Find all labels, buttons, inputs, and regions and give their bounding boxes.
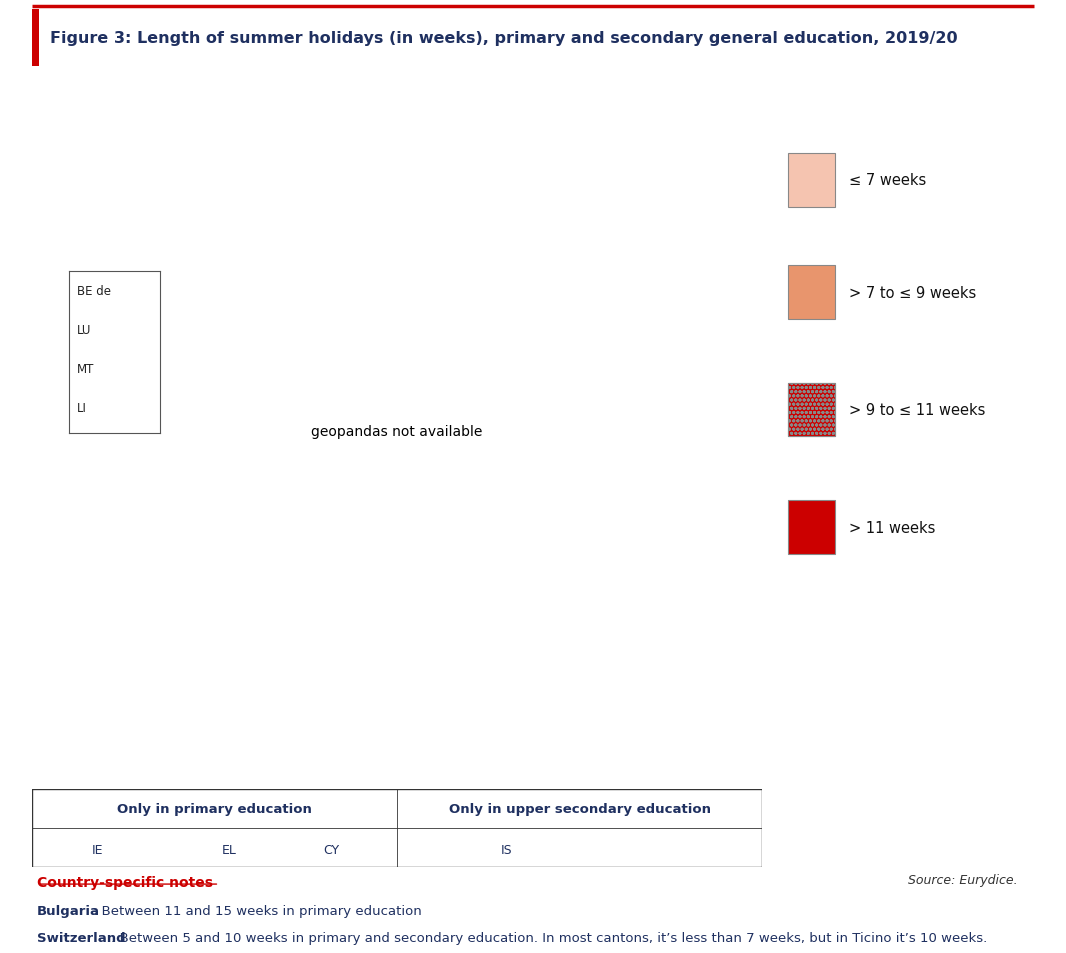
Text: CY: CY: [323, 843, 339, 857]
Bar: [788, 383, 835, 436]
Text: Source: Eurydice.: Source: Eurydice.: [908, 874, 1018, 886]
Bar: [788, 154, 835, 208]
Text: : Between 5 and 10 weeks in primary and secondary education. In most cantons, it: : Between 5 and 10 weeks in primary and …: [111, 931, 987, 944]
Text: Switzerland: Switzerland: [37, 931, 126, 944]
Text: Figure 3: Length of summer holidays (in weeks), primary and secondary general ed: Figure 3: Length of summer holidays (in …: [50, 30, 957, 46]
Text: > 11 weeks: > 11 weeks: [850, 520, 936, 535]
Text: BE de: BE de: [77, 285, 111, 297]
Text: IE: IE: [92, 843, 103, 857]
Text: ≤ 7 weeks: ≤ 7 weeks: [850, 173, 926, 188]
Text: Country-specific notes: Country-specific notes: [37, 876, 213, 889]
Bar: [32, 10, 39, 67]
Text: LI: LI: [77, 401, 86, 415]
Bar: [788, 383, 835, 436]
Text: Only in upper secondary education: Only in upper secondary education: [449, 802, 711, 815]
Text: IS: IS: [501, 843, 513, 857]
Text: Only in primary education: Only in primary education: [117, 802, 312, 815]
Text: > 9 to ≤ 11 weeks: > 9 to ≤ 11 weeks: [850, 403, 986, 417]
Text: MT: MT: [77, 362, 94, 375]
Text: Bulgaria: Bulgaria: [37, 903, 100, 917]
Bar: [788, 501, 835, 555]
Text: EL: EL: [222, 843, 237, 857]
Text: > 7 to ≤ 9 weeks: > 7 to ≤ 9 weeks: [850, 285, 976, 300]
Text: geopandas not available: geopandas not available: [311, 424, 483, 438]
Bar: [788, 266, 835, 319]
Text: LU: LU: [77, 323, 91, 336]
Text: : Between 11 and 15 weeks in primary education: : Between 11 and 15 weeks in primary edu…: [93, 903, 421, 917]
